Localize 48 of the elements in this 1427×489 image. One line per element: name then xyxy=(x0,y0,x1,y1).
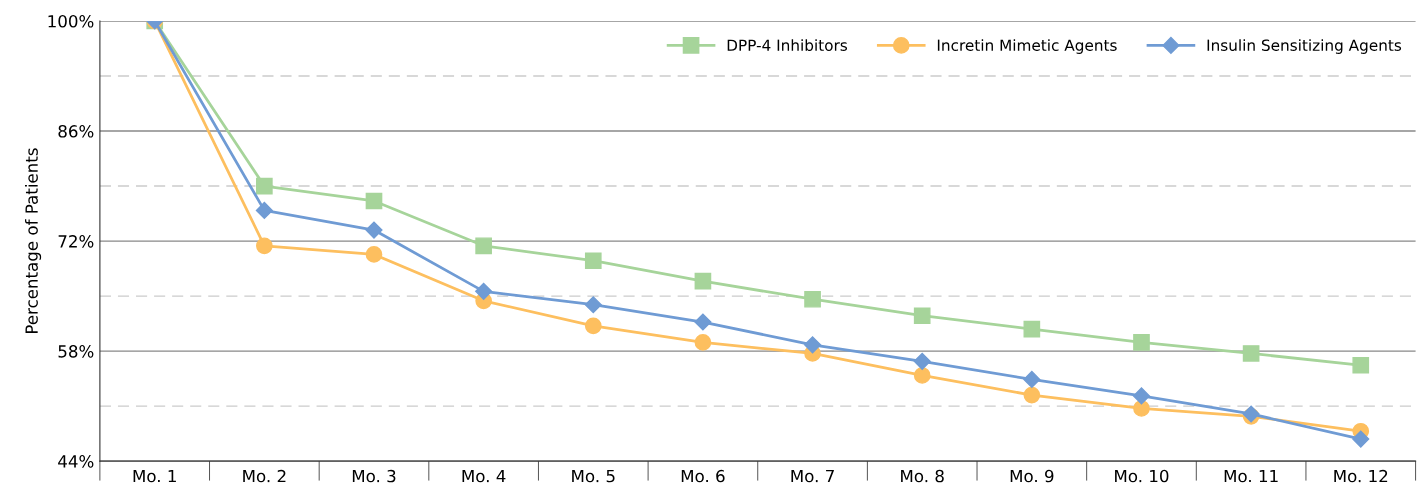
x-tick-label: Mo. 2 xyxy=(243,469,286,483)
point xyxy=(694,272,712,290)
point xyxy=(256,177,273,195)
point xyxy=(1242,345,1260,362)
point xyxy=(913,307,931,325)
point xyxy=(584,317,602,335)
point xyxy=(1133,334,1150,351)
y-tick-label: 44% xyxy=(58,455,94,468)
x-tick-label: Mo. 6 xyxy=(681,469,725,483)
x-tick-label: Mo. 7 xyxy=(791,469,834,483)
point xyxy=(694,313,712,331)
legend-label: DPP-4 Inhibitors xyxy=(727,39,848,51)
point xyxy=(256,237,273,255)
point xyxy=(1352,356,1370,374)
point xyxy=(365,192,383,210)
x-tick-label: Mo. 8 xyxy=(901,469,944,483)
point xyxy=(913,352,931,370)
y-axis-title: Percentage of Patients xyxy=(25,148,42,333)
x-tick-label: Mo. 4 xyxy=(462,469,506,483)
x-tick-label: Mo. 5 xyxy=(572,469,615,483)
point xyxy=(475,237,492,255)
point xyxy=(1352,430,1370,448)
point xyxy=(584,296,602,314)
x-tick-label: Mo. 12 xyxy=(1334,469,1388,483)
legend-label: Insulin Sensitizing Agents xyxy=(1207,39,1402,54)
point xyxy=(804,336,822,354)
point xyxy=(1132,387,1151,405)
point xyxy=(913,367,931,384)
x-tick-label: Mo. 9 xyxy=(1010,469,1054,483)
point xyxy=(804,290,821,308)
x-tick-label: Mo. 3 xyxy=(352,469,396,483)
point xyxy=(694,334,712,351)
y-tick-label: 100% xyxy=(48,14,94,28)
point xyxy=(365,221,383,239)
x-tick-label: Mo. 1 xyxy=(133,469,176,483)
point xyxy=(584,252,602,270)
legend-label: Incretin Mimetic Agents xyxy=(937,39,1117,54)
point xyxy=(1023,320,1041,338)
x-tick-label: Mo. 11 xyxy=(1224,469,1278,483)
point xyxy=(365,246,383,263)
point xyxy=(475,282,493,300)
point xyxy=(255,201,273,219)
point xyxy=(1023,386,1041,404)
y-tick-label: 58% xyxy=(58,345,94,358)
y-tick-label: 86% xyxy=(58,125,94,138)
x-tick-label: Mo. 10 xyxy=(1115,469,1169,483)
point xyxy=(1023,370,1041,388)
y-tick-label: 72% xyxy=(58,235,94,248)
